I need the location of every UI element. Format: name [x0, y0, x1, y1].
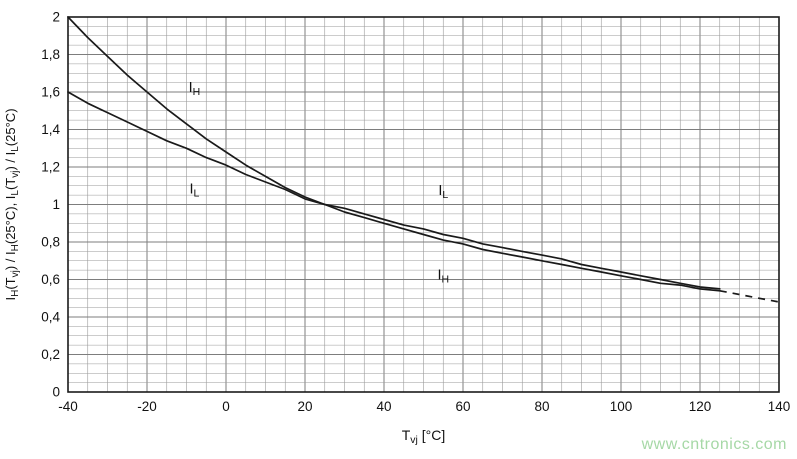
y-axis-title: IH(Tvj) / IH(25°C), IL(Tvj) / IL(25°C)	[3, 108, 21, 300]
curve-IL	[67, 91, 721, 290]
curve-IH	[67, 16, 721, 292]
y-tick-label: 1,8	[41, 47, 60, 62]
x-tick-label: 60	[455, 399, 470, 414]
x-tick-label: 80	[534, 399, 549, 414]
y-tick-label: 2	[52, 10, 60, 25]
grid	[67, 16, 780, 393]
y-tick-label: 0	[52, 385, 60, 400]
x-tick-label: 0	[222, 399, 230, 414]
x-tick-label: 120	[689, 399, 712, 414]
x-tick-label: 40	[376, 399, 391, 414]
x-tick-label: 20	[297, 399, 312, 414]
curve-label-IL: IL	[189, 181, 199, 199]
watermark: www.cntronics.com	[641, 436, 787, 453]
curve-IH-dashed	[719, 289, 780, 303]
y-tick-label: 0,8	[41, 235, 60, 250]
y-tick-label: 1	[52, 197, 60, 212]
x-tick-label: 140	[768, 399, 791, 414]
x-tick-label: 100	[610, 399, 633, 414]
tick-labels: -40 -20 0 20 40 60 80 100 120 140 0 0,2 0,4 0,6 0,8 1 1,…	[41, 10, 790, 415]
y-tick-label: 0,2	[41, 347, 60, 362]
y-tick-label: 0,6	[41, 272, 60, 287]
x-axis-title: Tvj [°C]	[402, 427, 446, 446]
y-tick-label: 0,4	[41, 310, 60, 325]
y-tick-label: 1,6	[41, 85, 60, 100]
curve-label-IH: IH	[189, 80, 201, 98]
plot-frame	[67, 16, 780, 393]
curve-label-IH: IH	[437, 268, 449, 286]
x-tick-label: -40	[58, 399, 78, 414]
x-tick-label: -20	[137, 399, 157, 414]
y-tick-label: 1,2	[41, 160, 60, 175]
curve-label-IL: IL	[438, 183, 448, 201]
y-tick-label: 1,4	[41, 122, 60, 137]
series	[67, 16, 780, 303]
